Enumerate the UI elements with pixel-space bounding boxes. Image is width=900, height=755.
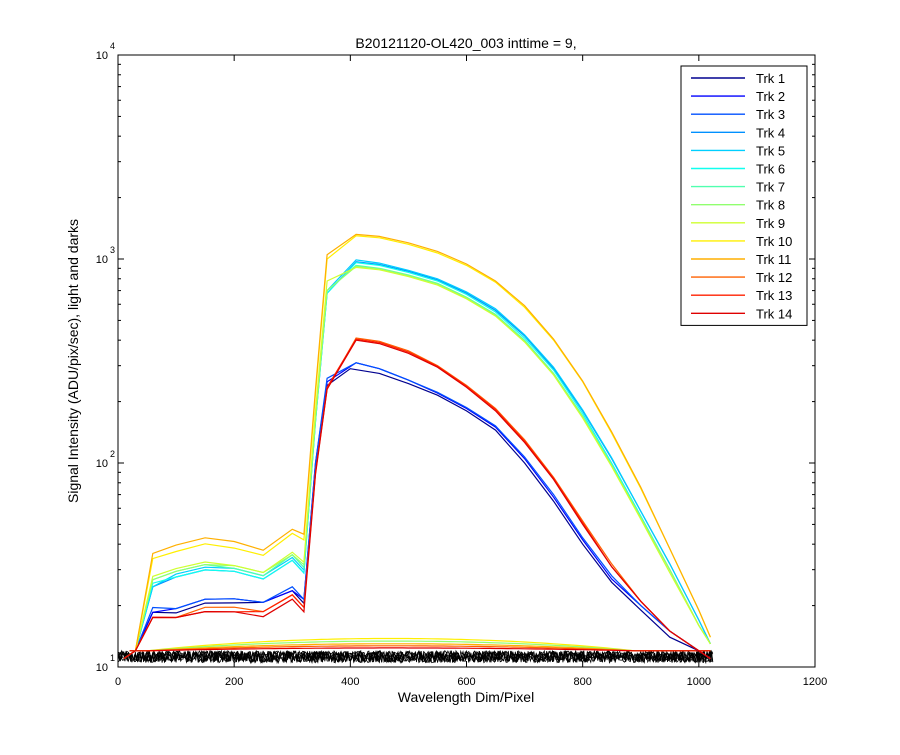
legend-label: Trk 1 bbox=[756, 71, 785, 86]
legend-label: Trk 5 bbox=[756, 143, 785, 158]
y-tick-label-base: 10 bbox=[96, 662, 108, 674]
legend-label: Trk 11 bbox=[756, 252, 791, 267]
dark-frames bbox=[117, 637, 714, 665]
y-tick-label-exp: 1 bbox=[110, 653, 115, 663]
x-tick-label: 1000 bbox=[687, 676, 711, 688]
legend-label: Trk 14 bbox=[756, 306, 792, 321]
x-tick-label: 400 bbox=[341, 676, 359, 688]
y-tick-label-base: 10 bbox=[96, 254, 108, 266]
y-tick-label-base: 10 bbox=[96, 458, 108, 470]
x-tick-label: 600 bbox=[457, 676, 475, 688]
series-line bbox=[123, 368, 711, 660]
series-line bbox=[123, 261, 711, 660]
x-tick-label: 800 bbox=[573, 676, 591, 688]
chart-title: B20121120-OL420_003 inttime = 9, bbox=[355, 35, 576, 51]
series-line bbox=[123, 266, 711, 660]
series-line bbox=[123, 337, 711, 660]
legend-label: Trk 3 bbox=[756, 107, 785, 122]
y-tick-label-exp: 4 bbox=[110, 41, 115, 51]
legend-label: Trk 2 bbox=[756, 89, 785, 104]
series-line bbox=[123, 339, 711, 660]
legend-label: Trk 7 bbox=[756, 180, 785, 195]
x-tick-label: 200 bbox=[225, 676, 243, 688]
series-line bbox=[123, 259, 711, 660]
low-light-line bbox=[129, 647, 711, 652]
legend-label: Trk 13 bbox=[756, 288, 792, 303]
legend-label: Trk 8 bbox=[756, 198, 785, 213]
legend: Trk 1 Trk 2 Trk 3 Trk 4 Trk 5 Trk 6 Trk 7 Trk 8… bbox=[680, 65, 808, 326]
x-axis-label: Wavelength Dim/Pixel bbox=[398, 689, 534, 705]
legend-label: Trk 12 bbox=[756, 270, 792, 285]
legend-label: Trk 10 bbox=[756, 234, 792, 249]
y-tick-label-base: 10 bbox=[96, 50, 108, 62]
legend-box bbox=[680, 65, 808, 326]
dark-frame-line bbox=[117, 649, 713, 665]
series-line bbox=[123, 233, 711, 660]
series-lines bbox=[123, 233, 711, 660]
x-tick-label: 1200 bbox=[803, 676, 827, 688]
x-tick-label: 0 bbox=[115, 676, 121, 688]
series-line bbox=[123, 235, 711, 660]
series-line bbox=[123, 362, 711, 660]
legend-label: Trk 4 bbox=[756, 125, 785, 140]
legend-label: Trk 6 bbox=[756, 162, 785, 177]
x-axis: 0 200 400 600 800 1000 1200 bbox=[115, 55, 827, 688]
legend-label: Trk 9 bbox=[756, 216, 785, 231]
y-tick-label-exp: 3 bbox=[110, 245, 115, 255]
y-tick-label-exp: 2 bbox=[110, 449, 115, 459]
y-axis-label: Signal Intensity (ADU/pix/sec), light an… bbox=[65, 219, 81, 503]
